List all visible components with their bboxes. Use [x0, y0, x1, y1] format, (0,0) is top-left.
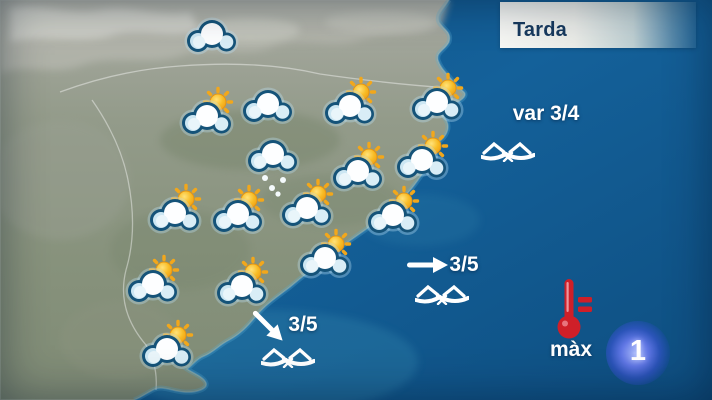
sun-cloud-icon [280, 183, 334, 231]
sun-cloud-icon [215, 261, 269, 309]
sun-cloud-icon [410, 77, 464, 125]
wind-force-label-coast-south: 3/5 [288, 313, 318, 336]
sun-cloud-icon [298, 233, 352, 281]
header-banner: Tarda [500, 2, 696, 48]
cloud-icon [185, 9, 239, 57]
cloud-snow-icon [246, 129, 300, 177]
sea-state-wave-icon-coast-central [414, 283, 470, 310]
thermometer-icon [557, 279, 592, 339]
channel-logo-number: 1 [629, 335, 647, 368]
max-temperature-label: màx [549, 338, 593, 361]
sun-cloud-icon [331, 146, 385, 194]
sun-cloud-icon [366, 190, 420, 238]
sun-cloud-icon [140, 324, 194, 372]
header-title: Tarda [513, 19, 567, 41]
sun-cloud-icon [211, 189, 265, 237]
sun-cloud-icon [395, 135, 449, 183]
sun-cloud-icon [180, 91, 234, 139]
sea-state-wave-icon-coast-south [260, 346, 316, 373]
sun-cloud-icon [148, 188, 202, 236]
channel-logo: 1 [606, 321, 670, 385]
sea-state-wave-icon-coast-north [480, 140, 536, 167]
sun-cloud-icon [126, 259, 180, 307]
cloud-icon [241, 79, 295, 127]
wind-arrow-east-coast-central [406, 257, 448, 278]
wind-force-label-coast-north: var 3/4 [512, 102, 580, 125]
wind-force-label-coast-central: 3/5 [449, 253, 479, 276]
sun-cloud-icon [323, 81, 377, 129]
